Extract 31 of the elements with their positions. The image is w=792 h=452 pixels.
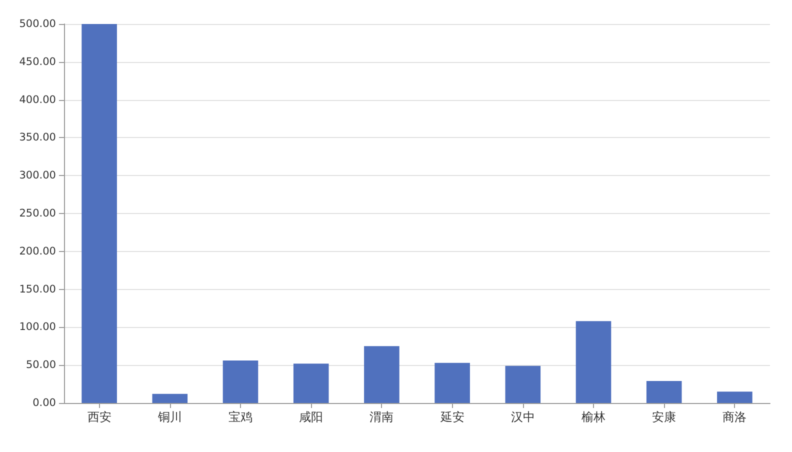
x-tick-label: 汉中 bbox=[510, 410, 535, 424]
y-tick-label: 250.00 bbox=[19, 208, 56, 220]
x-tick-label: 西安 bbox=[87, 410, 112, 424]
y-tick-label: 200.00 bbox=[19, 245, 56, 258]
x-tick-label: 安康 bbox=[652, 410, 676, 424]
bar bbox=[152, 394, 188, 403]
bar bbox=[82, 24, 117, 403]
x-tick-label: 渭南 bbox=[370, 410, 394, 424]
bar bbox=[434, 362, 470, 403]
y-tick-label: 100.00 bbox=[19, 321, 56, 334]
bar bbox=[576, 321, 612, 403]
bar bbox=[364, 346, 400, 403]
y-tick-label: 300.00 bbox=[19, 170, 56, 182]
y-tick-label: 150.00 bbox=[19, 283, 56, 296]
x-tick-label: 铜川 bbox=[156, 410, 182, 424]
y-tick-label: 450.00 bbox=[19, 56, 56, 68]
bar bbox=[222, 360, 258, 403]
x-tick-label: 宝鸡 bbox=[228, 410, 252, 424]
y-tick-label: 350.00 bbox=[19, 132, 56, 144]
bar bbox=[717, 392, 752, 403]
y-tick-label: 400.00 bbox=[19, 94, 56, 106]
y-tick-label: 50.00 bbox=[26, 359, 56, 372]
x-tick-label: 咸阳 bbox=[299, 410, 324, 424]
y-tick-label: 500.00 bbox=[19, 18, 56, 30]
bar bbox=[505, 366, 541, 403]
x-tick-label: 商洛 bbox=[722, 410, 747, 424]
x-tick-label: 榆林 bbox=[582, 410, 606, 424]
bar bbox=[646, 381, 682, 403]
x-tick-label: 延安 bbox=[439, 410, 464, 424]
y-tick-label: 0.00 bbox=[32, 397, 56, 409]
bar bbox=[293, 364, 329, 403]
